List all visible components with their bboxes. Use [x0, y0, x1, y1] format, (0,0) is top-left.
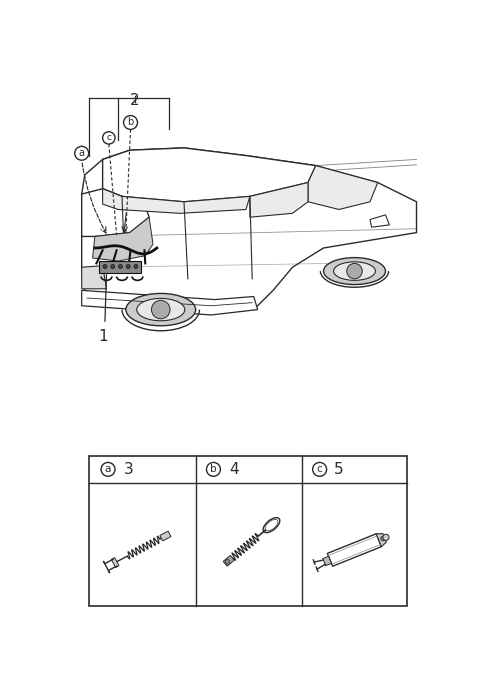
- Polygon shape: [323, 556, 331, 565]
- FancyBboxPatch shape: [99, 261, 142, 273]
- Circle shape: [225, 559, 230, 564]
- Circle shape: [381, 536, 385, 541]
- Polygon shape: [223, 556, 234, 566]
- Polygon shape: [82, 148, 417, 313]
- Polygon shape: [308, 166, 378, 210]
- Circle shape: [126, 264, 130, 269]
- Text: c: c: [317, 464, 323, 474]
- Text: 5: 5: [334, 462, 344, 477]
- Polygon shape: [160, 531, 171, 541]
- Polygon shape: [103, 189, 250, 214]
- Text: 3: 3: [123, 462, 133, 477]
- Polygon shape: [103, 148, 316, 202]
- Text: 2: 2: [131, 93, 140, 109]
- Ellipse shape: [334, 262, 375, 280]
- Circle shape: [103, 264, 107, 269]
- Text: 4: 4: [229, 462, 239, 477]
- Circle shape: [134, 264, 138, 269]
- Polygon shape: [376, 534, 386, 547]
- Ellipse shape: [263, 517, 280, 532]
- Polygon shape: [82, 189, 149, 236]
- Ellipse shape: [126, 293, 196, 326]
- Circle shape: [111, 264, 115, 269]
- Circle shape: [119, 264, 122, 269]
- Text: a: a: [79, 148, 84, 158]
- Text: b: b: [210, 464, 217, 474]
- Polygon shape: [82, 266, 107, 289]
- Polygon shape: [370, 215, 389, 227]
- Text: b: b: [127, 117, 133, 128]
- Ellipse shape: [324, 258, 385, 284]
- Circle shape: [383, 534, 389, 541]
- Text: c: c: [107, 133, 111, 142]
- Polygon shape: [82, 291, 258, 315]
- Circle shape: [347, 263, 362, 279]
- Circle shape: [152, 300, 170, 319]
- Polygon shape: [250, 183, 308, 217]
- Polygon shape: [93, 217, 153, 261]
- FancyBboxPatch shape: [89, 456, 407, 606]
- Text: a: a: [105, 464, 111, 474]
- Polygon shape: [111, 558, 119, 567]
- Polygon shape: [327, 534, 382, 566]
- Ellipse shape: [137, 298, 185, 321]
- Text: 1: 1: [98, 329, 108, 344]
